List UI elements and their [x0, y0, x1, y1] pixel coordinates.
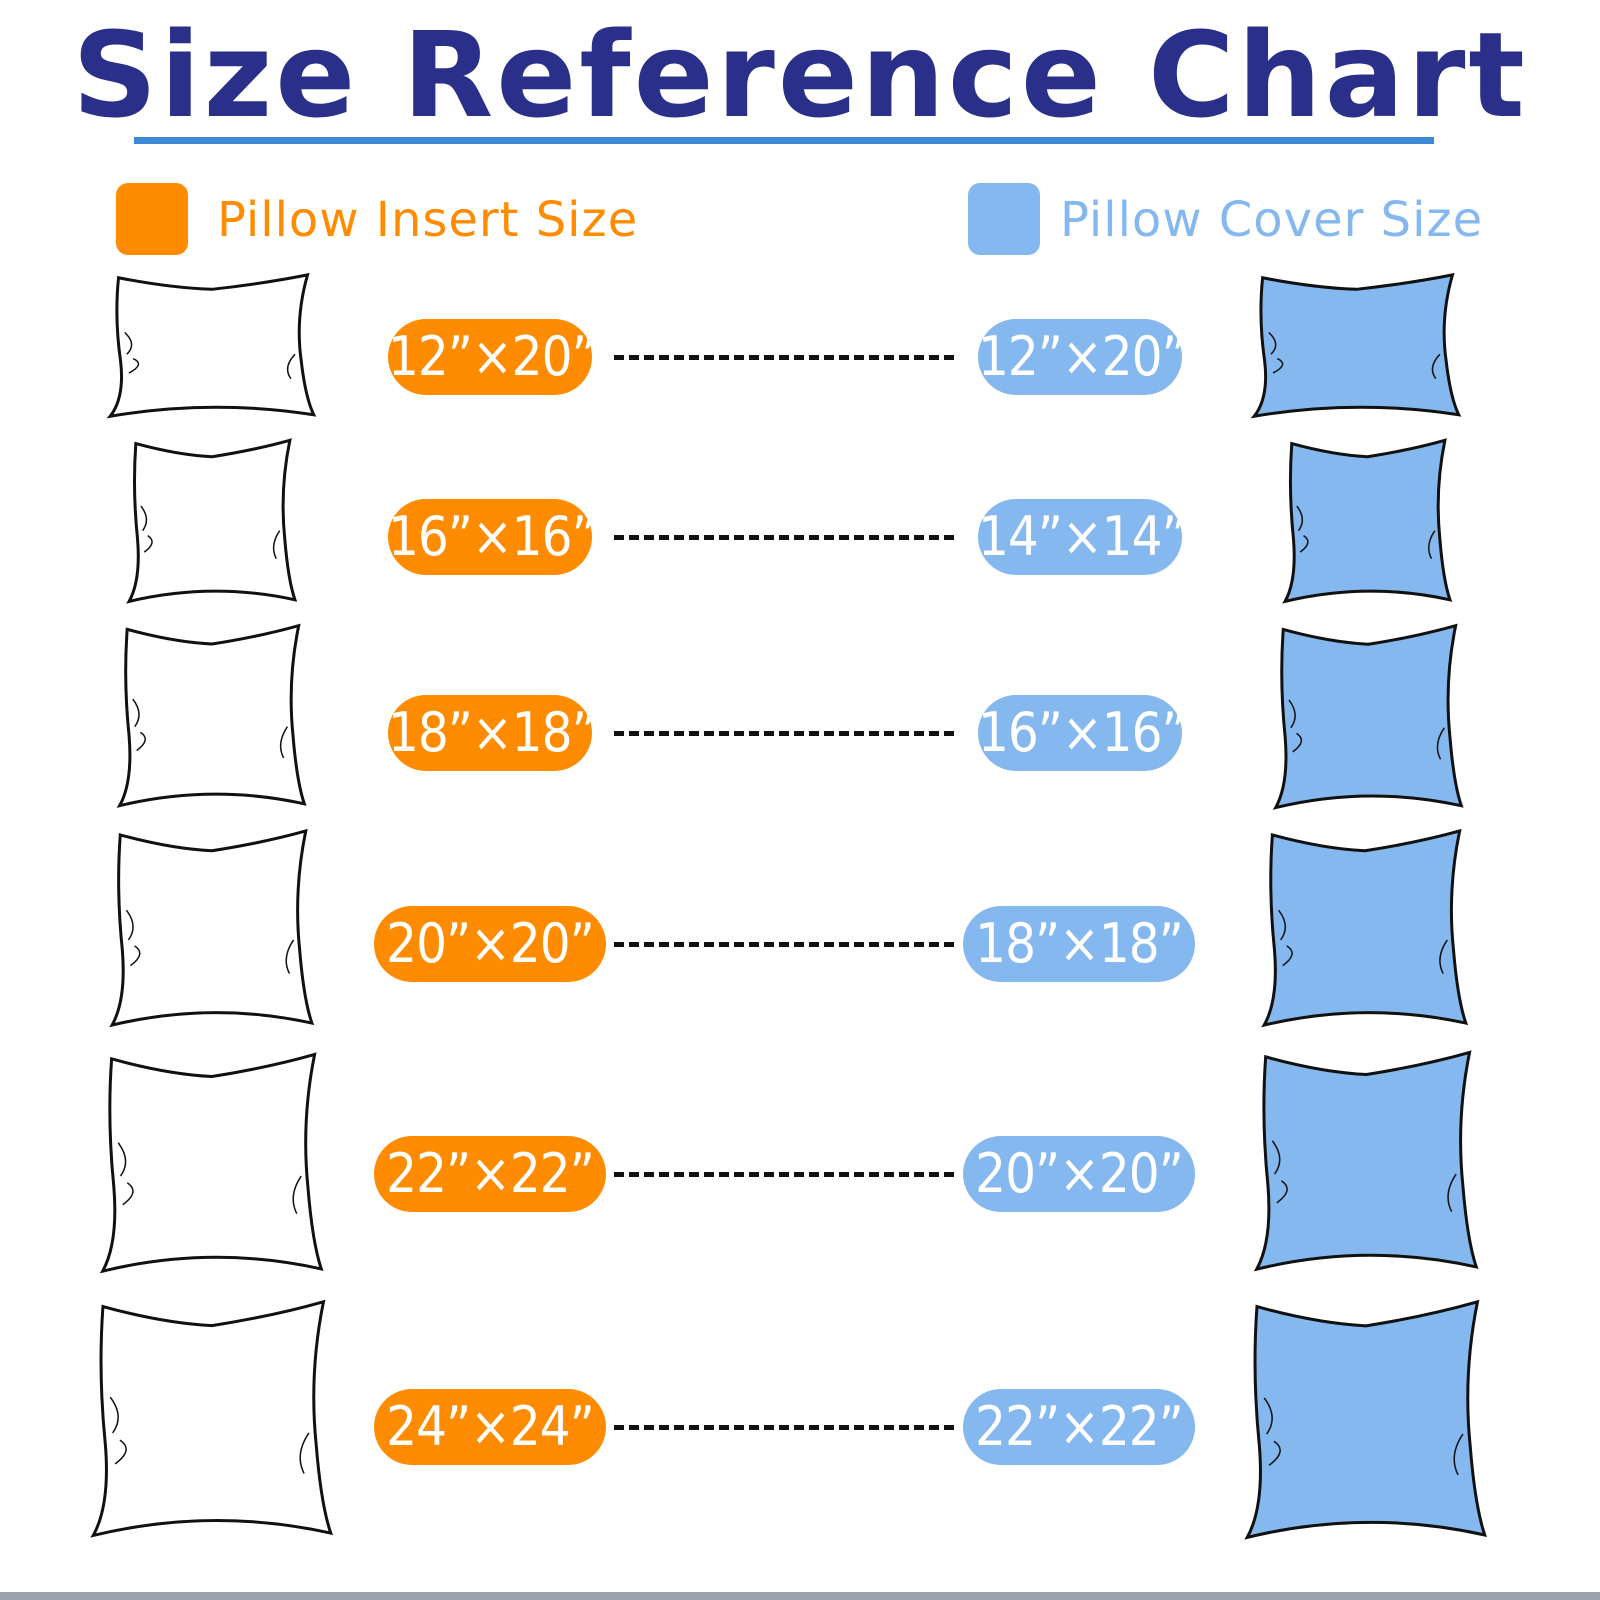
page-title: Size Reference Chart — [72, 6, 1528, 144]
cover-pillow-image — [1270, 622, 1467, 815]
insert-size-badge: 12”×20” — [388, 319, 597, 395]
cover-pillow-image — [1250, 1048, 1483, 1278]
cover-size-badge: 16”×16” — [978, 695, 1187, 771]
dashed-connector — [614, 355, 954, 360]
insert-pillow-image — [104, 272, 320, 422]
cover-size-badge: 18”×18” — [963, 906, 1195, 982]
insert-pillow-image — [114, 622, 310, 813]
insert-size-badge: 24”×24” — [374, 1389, 606, 1465]
cover-pillow-image — [1280, 437, 1455, 608]
title-underline — [134, 137, 1434, 144]
insert-pillow-image — [96, 1050, 328, 1280]
insert-legend-swatch — [116, 183, 188, 255]
cover-size-badge: 22”×22” — [963, 1389, 1195, 1465]
insert-size-badge: 22”×22” — [374, 1136, 606, 1212]
dashed-connector — [614, 1172, 954, 1177]
insert-pillow-image — [86, 1297, 338, 1545]
insert-size-badge: 16”×16” — [388, 499, 597, 575]
insert-size-badge: 20”×20” — [374, 906, 606, 982]
cover-pillow-image — [1248, 272, 1465, 422]
cover-legend-label: Pillow Cover Size — [1060, 192, 1484, 248]
cover-size-badge: 20”×20” — [963, 1136, 1195, 1212]
dashed-connector — [614, 731, 954, 736]
cover-size-badge: 12”×20” — [978, 319, 1187, 395]
bottom-border — [0, 1592, 1600, 1600]
cover-size-badge: 14”×14” — [978, 499, 1187, 575]
dashed-connector — [614, 942, 954, 947]
dashed-connector — [614, 535, 954, 540]
insert-legend-label: Pillow Insert Size — [217, 192, 639, 248]
insert-size-badge: 18”×18” — [388, 695, 597, 771]
cover-pillow-image — [1258, 827, 1472, 1033]
cover-legend-swatch — [968, 183, 1040, 255]
insert-pillow-image — [124, 437, 300, 608]
insert-pillow-image — [106, 827, 318, 1033]
dashed-connector — [614, 1425, 954, 1430]
cover-pillow-image — [1240, 1297, 1492, 1547]
